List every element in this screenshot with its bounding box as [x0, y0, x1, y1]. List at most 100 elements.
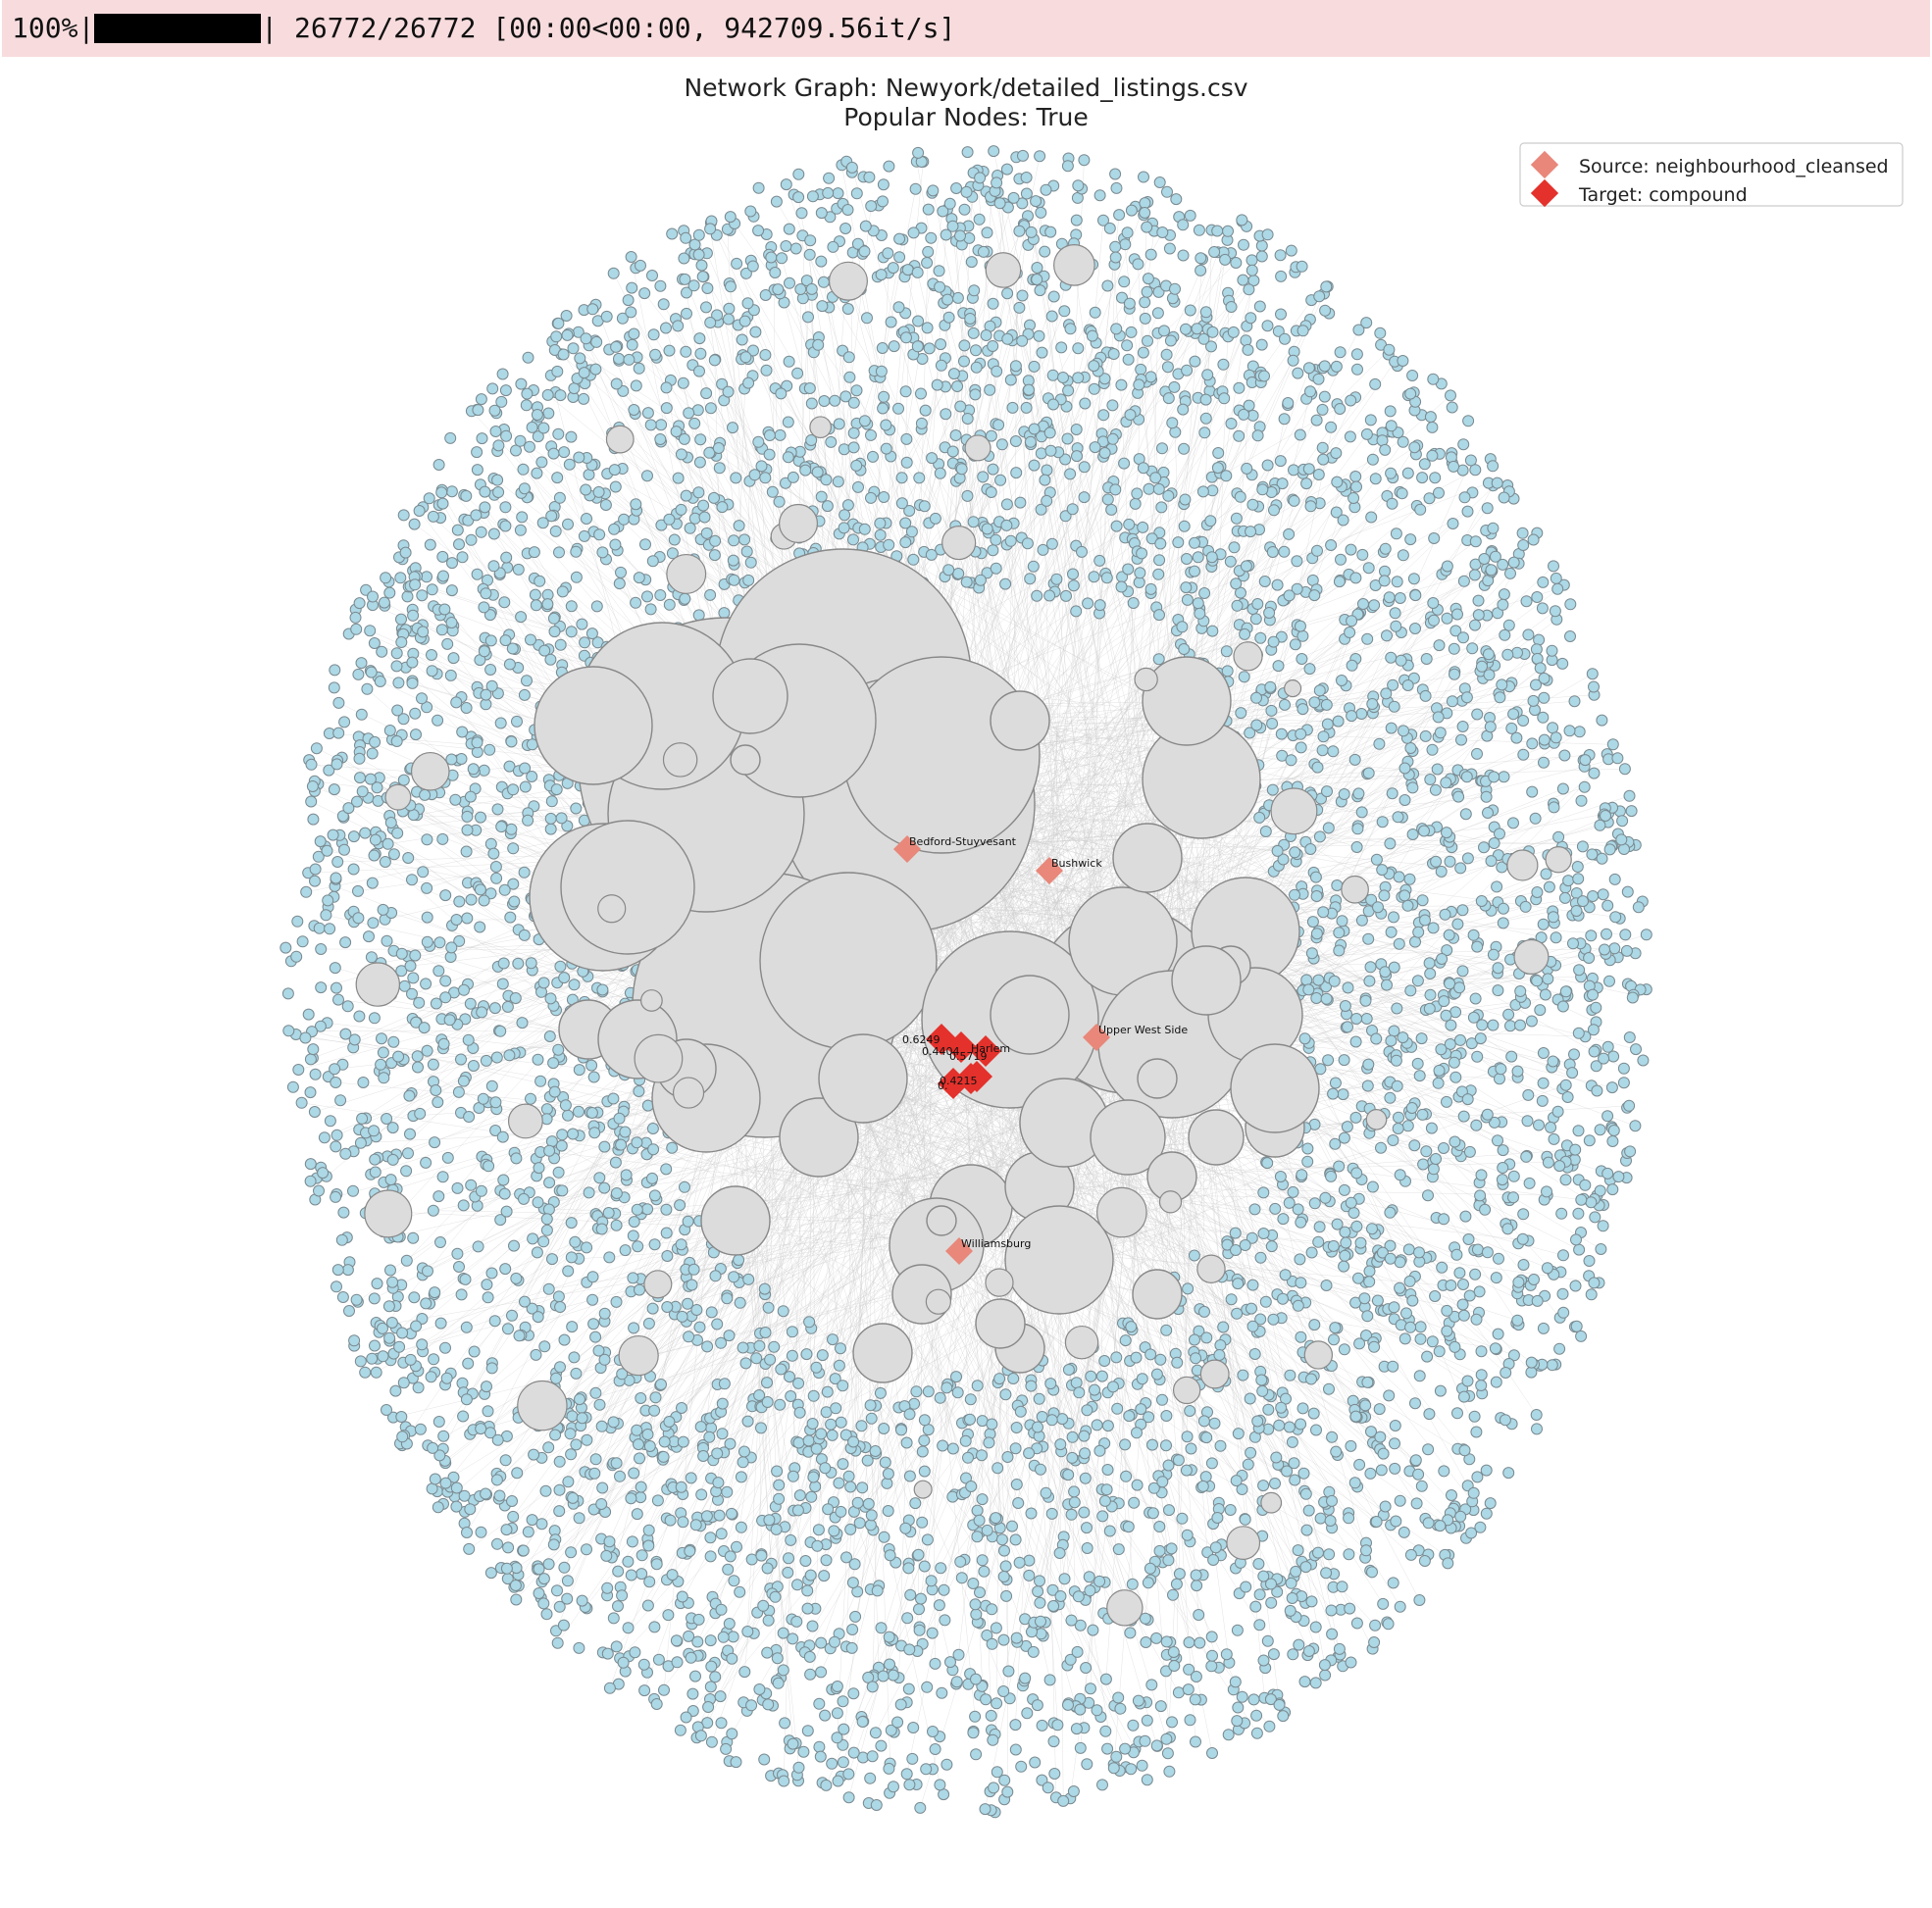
leaf-node	[1089, 1383, 1100, 1396]
leaf-node	[792, 1761, 805, 1774]
leaf-node	[1265, 1596, 1278, 1609]
leaf-node	[1569, 1280, 1582, 1292]
leaf-node	[921, 322, 934, 334]
leaf-node	[367, 590, 379, 603]
leaf-node	[341, 1264, 354, 1277]
leaf-node	[1566, 1067, 1579, 1080]
leaf-node	[1043, 427, 1056, 439]
leaf-node	[960, 185, 973, 198]
leaf-node	[942, 564, 955, 577]
leaf-node	[1318, 390, 1331, 403]
leaf-node	[516, 511, 529, 524]
leaf-node	[1525, 1015, 1538, 1028]
leaf-node	[1050, 573, 1063, 585]
leaf-node	[421, 911, 433, 924]
leaf-node	[507, 1510, 520, 1523]
leaf-node	[903, 505, 916, 517]
leaf-node	[1578, 780, 1591, 793]
leaf-node	[1623, 1031, 1636, 1043]
leaf-node	[543, 1177, 556, 1189]
leaf-node	[1587, 1024, 1600, 1036]
leaf-node	[1219, 253, 1232, 266]
leaf-node	[410, 1016, 423, 1029]
leaf-node	[630, 498, 642, 511]
leaf-node	[383, 1331, 396, 1344]
leaf-node	[981, 226, 993, 239]
leaf-node	[1238, 671, 1250, 683]
leaf-node	[314, 835, 327, 848]
leaf-node	[675, 1481, 687, 1493]
leaf-node	[987, 544, 999, 557]
leaf-node	[1195, 252, 1207, 265]
leaf-node	[1189, 1693, 1201, 1706]
leaf-node	[997, 1633, 1010, 1646]
leaf-node	[929, 1743, 941, 1755]
leaf-node	[666, 1141, 679, 1154]
leaf-node	[1449, 1340, 1461, 1353]
leaf-node	[1381, 629, 1393, 642]
leaf-node	[439, 889, 452, 902]
leaf-node	[1347, 1207, 1360, 1219]
leaf-node	[451, 524, 464, 536]
leaf-node	[489, 861, 502, 873]
leaf-node	[704, 1531, 717, 1544]
leaf-node	[1441, 612, 1453, 625]
leaf-node	[1595, 1243, 1607, 1255]
leaf-node	[1487, 460, 1500, 473]
leaf-node	[672, 320, 685, 332]
leaf-node	[1020, 187, 1033, 200]
leaf-node	[907, 1722, 920, 1733]
leaf-node	[1027, 560, 1040, 573]
leaf-node	[1070, 605, 1083, 618]
leaf-node	[1467, 1486, 1480, 1499]
leaf-node	[581, 1241, 593, 1254]
leaf-node	[1155, 501, 1168, 514]
leaf-node	[503, 658, 516, 671]
leaf-node	[570, 1367, 583, 1380]
leaf-node	[1409, 623, 1421, 634]
leaf-node	[1189, 536, 1200, 549]
leaf-node	[1259, 826, 1272, 837]
leaf-node	[1454, 1033, 1466, 1046]
leaf-node	[1343, 1512, 1355, 1525]
leaf-node	[1189, 565, 1200, 577]
leaf-node	[723, 1618, 736, 1630]
leaf-node	[1145, 1679, 1158, 1691]
leaf-node	[574, 1393, 585, 1406]
leaf-node	[1236, 1483, 1248, 1495]
leaf-node	[1217, 358, 1230, 371]
leaf-node	[455, 1053, 467, 1066]
leaf-node	[1487, 948, 1500, 961]
leaf-node	[1064, 1653, 1077, 1666]
leaf-node	[1271, 1585, 1284, 1598]
leaf-node	[877, 195, 889, 208]
leaf-node	[903, 1408, 916, 1421]
leaf-node	[1173, 1568, 1186, 1581]
leaf-node	[1130, 1351, 1143, 1364]
leaf-node	[1492, 1134, 1503, 1147]
leaf-node	[1230, 1475, 1243, 1487]
leaf-node	[1325, 421, 1338, 433]
leaf-node	[1394, 1169, 1406, 1181]
leaf-node	[434, 1236, 446, 1248]
leaf-node	[765, 251, 778, 264]
leaf-node	[1292, 1299, 1304, 1312]
leaf-node	[728, 574, 740, 586]
leaf-node	[395, 636, 408, 648]
leaf-node	[1036, 1719, 1048, 1732]
leaf-node	[581, 1543, 592, 1556]
leaf-node	[1047, 398, 1059, 411]
leaf-node	[877, 1670, 890, 1682]
leaf-node	[721, 1485, 734, 1498]
leaf-node	[929, 512, 941, 525]
leaf-node	[476, 432, 488, 445]
leaf-node	[487, 560, 500, 573]
leaf-node	[1394, 1600, 1406, 1613]
leaf-node	[1297, 1467, 1310, 1480]
leaf-node	[463, 1111, 476, 1123]
leaf-node	[1192, 597, 1204, 610]
leaf-node	[861, 1454, 874, 1467]
leaf-node	[353, 1010, 366, 1023]
leaf-node	[759, 349, 772, 361]
leaf-node	[1267, 1648, 1280, 1661]
